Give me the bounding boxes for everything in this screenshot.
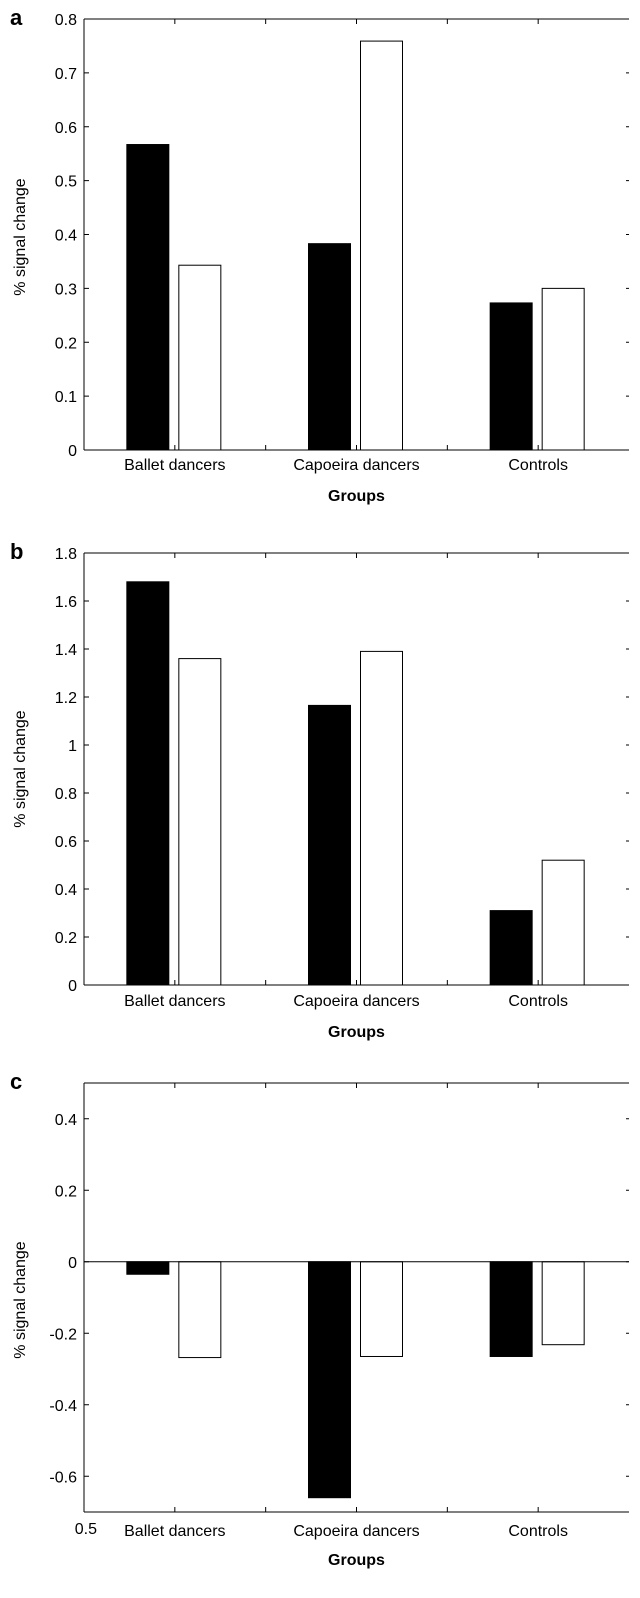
bar-ballet-dancers-series-2 [178, 264, 222, 451]
chart-panel-a: a 0 0.1 0.2 0.3 0.4 0.5 0.6 0.7 0.8 Ballet dancers… [10, 5, 629, 505]
panel-letter: a [10, 5, 23, 30]
y-bottom-label: 0.5 [75, 1521, 97, 1538]
chart-panel-c: c -0.6 -0.4 -0.2 0 0.2 0.4 Ballet dancers Capoei… [10, 1069, 629, 1569]
x-category-label: Controls [508, 457, 568, 474]
y-tick-label: 1 [68, 738, 77, 755]
bar-ballet-dancers-series-1 [126, 1261, 170, 1275]
y-tick-label: -0.2 [49, 1326, 77, 1343]
y-axis-title: % signal change [12, 178, 29, 296]
y-tick-label: -0.4 [49, 1398, 77, 1415]
x-category-label: Capoeira dancers [293, 1523, 419, 1540]
y-tick-label: 0 [68, 1255, 77, 1272]
panel-letter: b [10, 539, 23, 564]
x-axis-title: Groups [328, 1552, 385, 1569]
y-tick-label: 1.6 [55, 594, 77, 611]
bar-capoeira-dancers-series-1 [308, 704, 351, 986]
bar-controls-series-1 [489, 910, 533, 986]
bar-ballet-dancers-series-1 [126, 581, 170, 986]
y-tick-label: 0 [68, 443, 77, 460]
y-tick-label: 0.5 [55, 174, 77, 191]
bar-controls-series-2 [541, 1261, 585, 1346]
x-category-label: Controls [508, 1523, 568, 1540]
bar-controls-series-2 [541, 287, 585, 451]
x-category-label: Controls [508, 993, 568, 1010]
bar-capoeira-dancers-series-2 [360, 40, 403, 451]
bar-capoeira-dancers-series-1 [308, 243, 351, 451]
x-axis-title: Groups [328, 1024, 385, 1041]
x-category-label: Capoeira dancers [293, 457, 419, 474]
y-tick-label: 0.6 [55, 834, 77, 851]
y-tick-label: 0.2 [55, 930, 77, 947]
y-tick-label: 0.8 [55, 786, 77, 803]
x-category-label: Ballet dancers [124, 1523, 225, 1540]
y-tick-label: 0.2 [55, 1183, 77, 1200]
y-tick-label: -0.6 [49, 1469, 77, 1486]
bar-controls-series-1 [489, 302, 533, 451]
bar-controls-series-1 [489, 1261, 533, 1357]
bar-ballet-dancers-series-2 [178, 658, 222, 986]
y-tick-label: 0.1 [55, 389, 77, 406]
y-tick-label: 0.4 [55, 228, 77, 245]
bar-capoeira-dancers-series-2 [360, 1261, 403, 1357]
y-tick-label: 0.4 [55, 1112, 77, 1129]
y-tick-label: 1.8 [55, 546, 77, 563]
y-tick-label: 0.2 [55, 335, 77, 352]
y-axis-title: % signal change [12, 1241, 29, 1359]
bar-controls-series-2 [541, 859, 585, 986]
x-axis-title: Groups [328, 488, 385, 505]
y-tick-label: 1.4 [55, 642, 77, 659]
y-tick-label: 1.2 [55, 690, 77, 707]
bar-ballet-dancers-series-2 [178, 1261, 222, 1359]
y-tick-label: 0.8 [55, 12, 77, 29]
y-tick-label: 0.3 [55, 281, 77, 298]
bar-ballet-dancers-series-1 [126, 144, 170, 451]
y-tick-label: 0.4 [55, 882, 77, 899]
chart-panel-b: b 0 0.2 0.4 0.6 0.8 1 1.2 1.4 1.6 1.8 Ballet dancer… [10, 539, 629, 1041]
x-category-label: Ballet dancers [124, 457, 225, 474]
panel-letter: c [10, 1069, 22, 1094]
y-tick-label: 0.6 [55, 120, 77, 137]
x-category-label: Ballet dancers [124, 993, 225, 1010]
x-category-label: Capoeira dancers [293, 993, 419, 1010]
y-axis-title: % signal change [12, 710, 29, 828]
y-tick-label: 0 [68, 978, 77, 995]
bar-capoeira-dancers-series-1 [308, 1261, 351, 1499]
y-tick-label: 0.7 [55, 66, 77, 83]
bar-capoeira-dancers-series-2 [360, 650, 403, 986]
